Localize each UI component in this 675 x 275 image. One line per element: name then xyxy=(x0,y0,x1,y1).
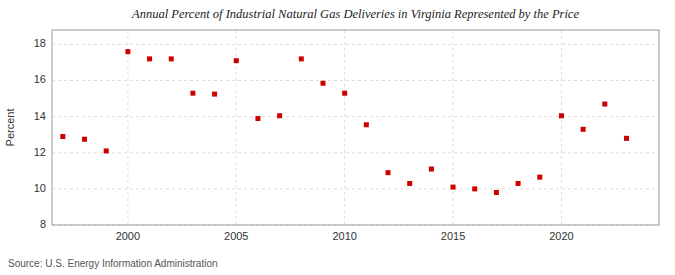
x-tick-label: 2010 xyxy=(332,230,356,242)
y-axis-label: Percent xyxy=(4,109,16,147)
y-tick-label: 10 xyxy=(34,182,46,194)
point xyxy=(494,190,499,195)
point xyxy=(320,81,325,86)
point xyxy=(624,136,629,141)
y-tick-label: 18 xyxy=(34,37,46,49)
y-grid-line xyxy=(52,44,659,45)
point xyxy=(104,148,109,153)
axes: 8 10 12 14 16 18 2000 2005 2010 2015 2020 xyxy=(34,37,574,242)
point xyxy=(147,56,152,61)
point xyxy=(299,56,304,61)
point xyxy=(255,116,260,121)
y-tick-label: 14 xyxy=(34,110,46,122)
point xyxy=(451,185,456,190)
x-tick-label: 2015 xyxy=(441,230,465,242)
point xyxy=(581,127,586,132)
point xyxy=(407,181,412,186)
y-tick-label: 12 xyxy=(34,146,46,158)
x-tick-label: 2000 xyxy=(116,230,140,242)
x-tick-label: 2005 xyxy=(224,230,248,242)
x-grid-line xyxy=(344,30,345,225)
x-grid-line xyxy=(127,30,128,225)
chart-title: Annual Percent of Industrial Natural Gas… xyxy=(131,7,579,21)
point xyxy=(364,122,369,127)
y-grid-line xyxy=(52,80,659,81)
point xyxy=(537,175,542,180)
y-grid-line xyxy=(52,188,659,189)
point xyxy=(277,113,282,118)
point xyxy=(190,91,195,96)
y-grid-line xyxy=(52,152,659,153)
point xyxy=(234,58,239,63)
x-grid-line xyxy=(561,30,562,225)
grid xyxy=(52,30,659,225)
point xyxy=(342,91,347,96)
point xyxy=(602,102,607,107)
points xyxy=(60,49,629,195)
point xyxy=(429,167,434,172)
x-grid-line xyxy=(453,30,454,225)
point xyxy=(125,49,130,54)
y-grid-line xyxy=(52,116,659,117)
plot-frame xyxy=(52,30,659,225)
source-note: Source: U.S. Energy Information Administ… xyxy=(8,258,218,269)
y-tick-label: 8 xyxy=(40,218,46,230)
point xyxy=(559,113,564,118)
y-tick-label: 16 xyxy=(34,73,46,85)
x-tick-label: 2020 xyxy=(549,230,573,242)
point xyxy=(516,181,521,186)
point xyxy=(386,170,391,175)
point xyxy=(82,137,87,142)
chart-svg: 8 10 12 14 16 18 2000 2005 2010 2015 2020 Percent An… xyxy=(0,0,675,275)
point xyxy=(169,56,174,61)
point xyxy=(472,186,477,191)
point xyxy=(212,92,217,97)
chart-container: 8 10 12 14 16 18 2000 2005 2010 2015 2020 Percent An… xyxy=(0,0,675,275)
point xyxy=(60,134,65,139)
